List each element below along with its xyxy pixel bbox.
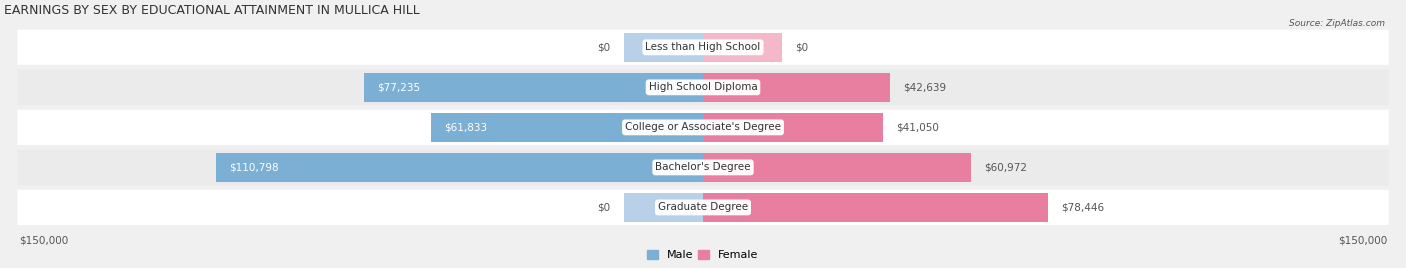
Text: $110,798: $110,798 — [229, 162, 278, 172]
Bar — [432, 113, 703, 142]
Bar — [703, 113, 883, 142]
Text: Less than High School: Less than High School — [645, 42, 761, 52]
Text: High School Diploma: High School Diploma — [648, 82, 758, 92]
Legend: Male, Female: Male, Female — [643, 245, 763, 265]
Text: $78,446: $78,446 — [1062, 202, 1104, 213]
Text: $42,639: $42,639 — [904, 82, 946, 92]
FancyBboxPatch shape — [17, 110, 1389, 145]
Bar — [364, 73, 703, 102]
Text: $60,972: $60,972 — [984, 162, 1028, 172]
Text: $0: $0 — [796, 42, 808, 52]
Text: $0: $0 — [598, 202, 610, 213]
Bar — [703, 33, 782, 62]
FancyBboxPatch shape — [17, 30, 1389, 65]
Text: College or Associate's Degree: College or Associate's Degree — [626, 122, 780, 132]
Text: EARNINGS BY SEX BY EDUCATIONAL ATTAINMENT IN MULLICA HILL: EARNINGS BY SEX BY EDUCATIONAL ATTAINMEN… — [4, 4, 420, 17]
Text: Source: ZipAtlas.com: Source: ZipAtlas.com — [1289, 19, 1385, 28]
Text: $77,235: $77,235 — [377, 82, 420, 92]
Bar — [217, 153, 703, 182]
Text: $41,050: $41,050 — [897, 122, 939, 132]
Text: Bachelor's Degree: Bachelor's Degree — [655, 162, 751, 172]
Text: $0: $0 — [598, 42, 610, 52]
Bar — [624, 193, 703, 222]
Bar — [703, 193, 1047, 222]
Text: Graduate Degree: Graduate Degree — [658, 202, 748, 213]
FancyBboxPatch shape — [17, 150, 1389, 185]
Bar — [624, 33, 703, 62]
Bar — [703, 153, 972, 182]
Bar — [703, 73, 890, 102]
FancyBboxPatch shape — [17, 70, 1389, 105]
FancyBboxPatch shape — [17, 190, 1389, 225]
Text: $61,833: $61,833 — [444, 122, 488, 132]
